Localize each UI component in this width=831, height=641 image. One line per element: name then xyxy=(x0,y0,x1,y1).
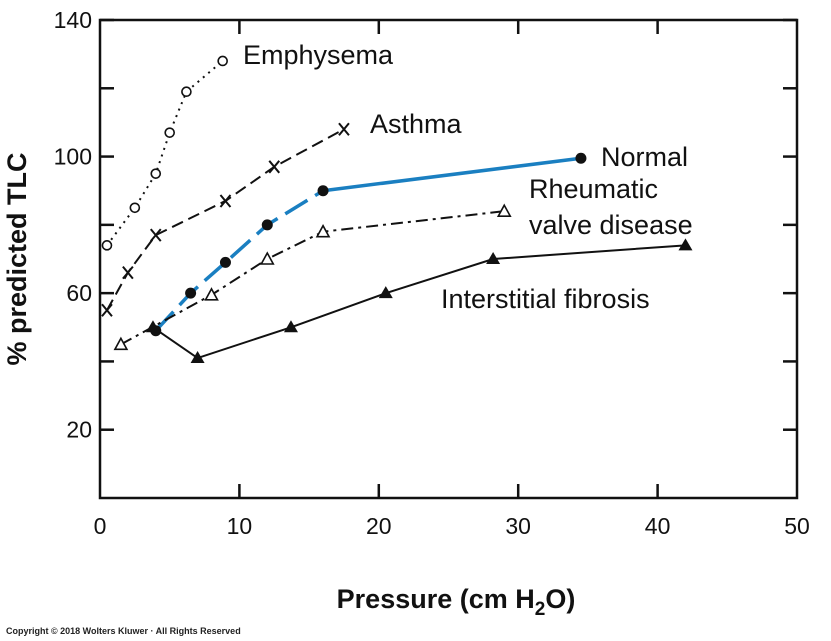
series-line-emphysema xyxy=(106,60,224,246)
series-label-valve-disease: valve disease xyxy=(529,210,693,240)
data-point-emphysema xyxy=(129,202,141,214)
x-tick-label: 0 xyxy=(94,513,107,539)
data-point-interstitial-fibrosis xyxy=(283,320,298,333)
copyright-notice: Copyright © 2018 Wolters Kluwer · All Ri… xyxy=(6,626,241,636)
series-line-normal-upper xyxy=(322,156,582,193)
y-axis-ticks: 20 60 100 140 xyxy=(54,7,797,443)
data-point-rheumatic-valve-disease xyxy=(259,251,275,265)
series-line-interstitial-fibrosis xyxy=(152,244,686,360)
x-axis-title: Pressure (cm H2O) xyxy=(337,584,576,620)
data-point-rheumatic-valve-disease xyxy=(315,224,331,238)
data-point-asthma xyxy=(149,228,162,242)
data-point-normal xyxy=(575,152,587,164)
data-point-asthma xyxy=(338,122,350,136)
x-tick-label: 30 xyxy=(505,513,531,539)
data-point-rheumatic-valve-disease xyxy=(113,336,129,351)
data-point-emphysema xyxy=(101,240,113,251)
data-point-interstitial-fibrosis xyxy=(378,286,393,299)
data-point-asthma xyxy=(268,160,281,174)
data-point-interstitial-fibrosis xyxy=(678,238,693,251)
y-axis-title: % predicted TLC xyxy=(2,152,32,365)
data-point-interstitial-fibrosis xyxy=(486,252,501,264)
series-line-asthma xyxy=(106,128,345,311)
data-point-normal xyxy=(261,219,273,231)
plot-frame xyxy=(98,18,799,500)
x-tick-label: 50 xyxy=(784,513,810,539)
data-point-rheumatic-valve-disease xyxy=(496,203,512,217)
series-label-rheumatic: Rheumatic xyxy=(529,174,658,204)
data-point-emphysema xyxy=(150,168,162,179)
data-point-emphysema xyxy=(217,55,228,67)
data-point-normal xyxy=(219,256,231,268)
data-point-emphysema xyxy=(164,127,175,138)
y-tick-label: 20 xyxy=(66,417,92,443)
data-point-asthma xyxy=(219,194,232,208)
data-point-normal xyxy=(185,287,197,299)
data-point-asthma xyxy=(101,303,113,317)
data-point-rheumatic-valve-disease xyxy=(204,287,219,301)
series-line-normal xyxy=(154,189,324,332)
y-tick-label: 140 xyxy=(54,7,92,33)
series-label-interstitial-fibrosis: Interstitial fibrosis xyxy=(441,284,650,314)
series-label-emphysema: Emphysema xyxy=(243,40,394,70)
x-tick-label: 20 xyxy=(366,513,392,539)
series-line-rheumatic-valve-disease xyxy=(120,210,505,346)
data-point-interstitial-fibrosis xyxy=(190,351,205,364)
y-tick-label: 100 xyxy=(54,144,92,170)
series-label-normal: Normal xyxy=(601,142,688,172)
x-tick-label: 40 xyxy=(645,513,671,539)
data-point-interstitial-fibrosis xyxy=(145,320,160,333)
x-axis-ticks: 0 10 20 30 40 50 xyxy=(94,20,810,539)
data-point-emphysema xyxy=(181,86,192,97)
series-markers xyxy=(101,55,693,364)
data-point-normal xyxy=(317,185,329,197)
data-point-asthma xyxy=(122,266,134,280)
series-label-asthma: Asthma xyxy=(370,109,463,139)
y-tick-label: 60 xyxy=(66,280,92,306)
x-tick-label: 10 xyxy=(227,513,253,539)
